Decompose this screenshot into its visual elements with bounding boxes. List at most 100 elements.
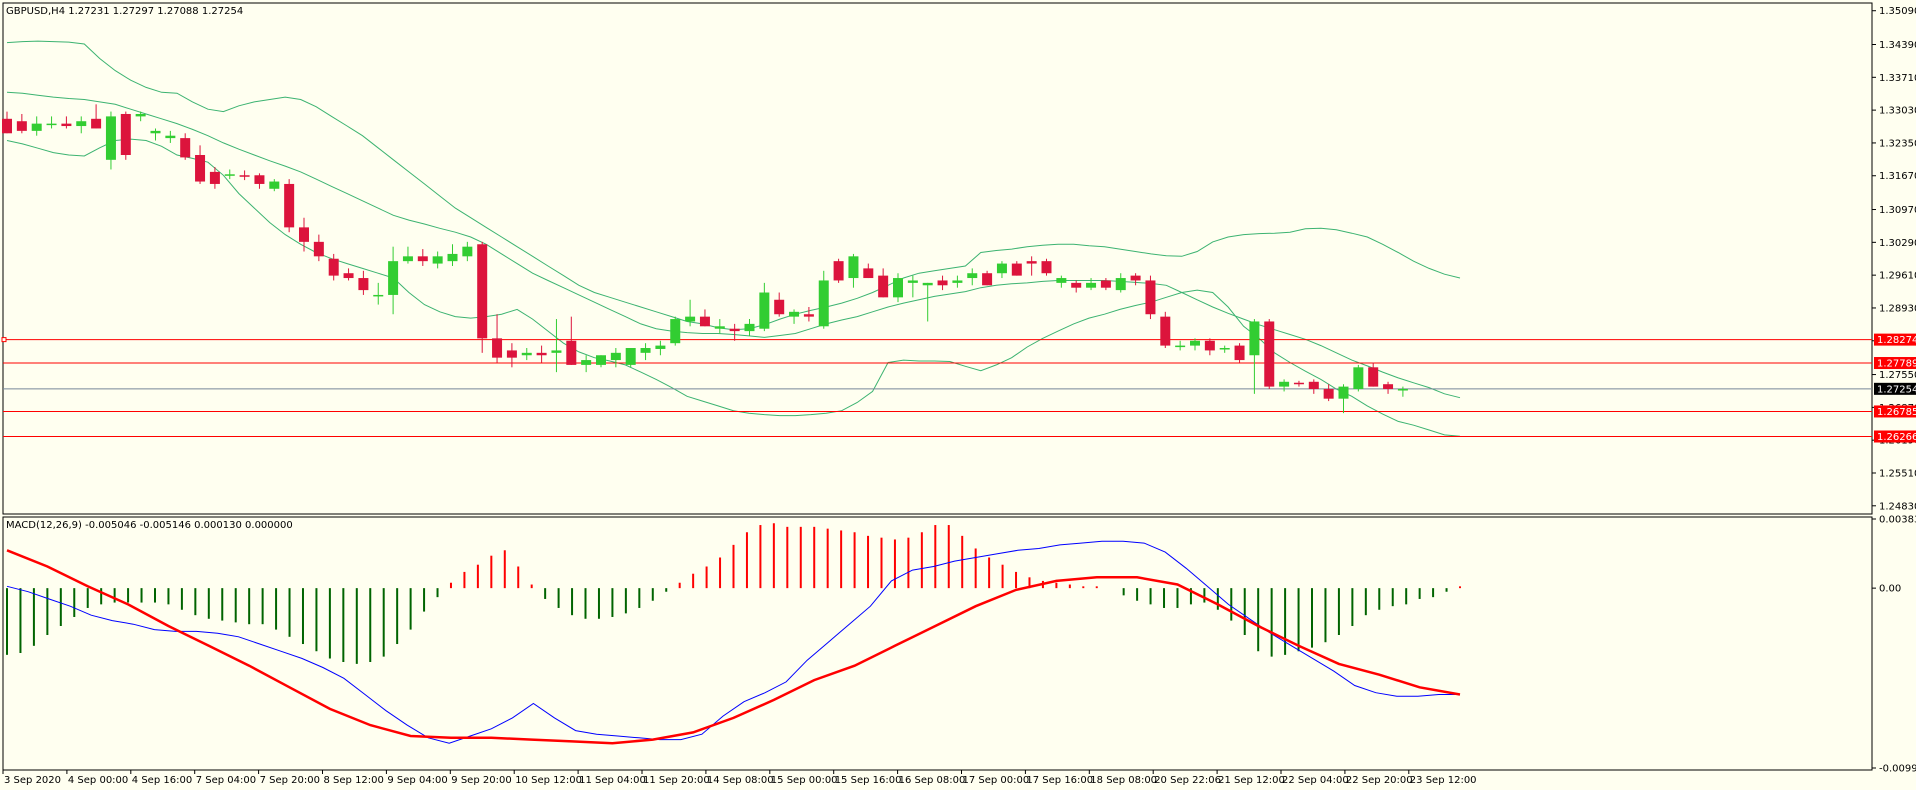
candle — [521, 348, 532, 361]
candle-body — [209, 171, 220, 184]
candle-body — [1011, 263, 1022, 276]
macd-main-line — [6, 540, 1460, 744]
candle-body — [328, 258, 339, 276]
candle — [1071, 280, 1082, 293]
candle-body — [239, 175, 250, 177]
candle-body — [1160, 316, 1171, 346]
price-tick-label: 1.33030 — [1879, 106, 1916, 117]
time-tick-label: 16 Sep 08:00 — [899, 775, 966, 786]
price-tick-label: 1.35090 — [1879, 6, 1916, 17]
candle — [566, 316, 577, 365]
candle — [1383, 381, 1394, 394]
candle — [16, 113, 27, 134]
price-panel[interactable] — [1, 40, 1872, 438]
candle-body — [610, 352, 621, 361]
price-tick-label: 1.30970 — [1879, 205, 1916, 216]
candle — [1264, 319, 1275, 390]
candle — [150, 128, 161, 141]
candle-body — [46, 123, 57, 126]
candle — [551, 319, 562, 373]
candle-body — [358, 278, 369, 291]
candle — [254, 173, 265, 189]
candle — [1011, 261, 1022, 276]
candle — [2, 111, 12, 134]
candle-body — [714, 326, 725, 329]
candle — [373, 282, 384, 305]
candle-body — [254, 175, 265, 184]
horizontal-line-price-label: 1.26785 — [1877, 407, 1916, 418]
candle — [803, 306, 814, 322]
candle — [982, 270, 993, 286]
candle-body — [1100, 280, 1111, 288]
candle — [1100, 278, 1111, 291]
candle-body — [863, 268, 874, 279]
candle — [685, 299, 696, 327]
candle — [447, 244, 458, 266]
candle — [432, 251, 443, 269]
candle-body — [640, 348, 651, 353]
horizontal-line-price-label: 1.26266 — [1877, 432, 1916, 443]
candle-body — [31, 123, 42, 131]
bid-price-tag — [1874, 382, 1916, 395]
candle — [209, 167, 220, 189]
candle — [744, 319, 755, 336]
candle — [759, 282, 770, 332]
candle — [195, 145, 206, 184]
candle — [893, 273, 903, 303]
candle-body — [803, 314, 814, 317]
time-tick-label: 22 Sep 20:00 — [1346, 775, 1413, 786]
candle-body — [1056, 278, 1067, 283]
candle — [477, 241, 488, 353]
macd-tick-label: 0.003835 — [1879, 515, 1916, 526]
candle-body — [402, 256, 413, 262]
candle-body — [729, 328, 740, 332]
candle-body — [1249, 321, 1260, 356]
candle — [610, 348, 621, 368]
candle-body — [135, 113, 146, 117]
candle — [1115, 273, 1126, 293]
time-tick-label: 17 Sep 00:00 — [963, 775, 1030, 786]
candle-body — [996, 263, 1007, 274]
time-tick-label: 17 Sep 16:00 — [1026, 775, 1093, 786]
candle-body — [1308, 381, 1319, 390]
candle — [625, 348, 636, 368]
candle-body — [91, 118, 102, 129]
time-tick-label: 18 Sep 08:00 — [1090, 775, 1157, 786]
candle-body — [388, 261, 399, 295]
price-tick-label: 1.34390 — [1879, 40, 1916, 51]
bollinger-middle-line — [6, 91, 1461, 399]
candle — [1160, 311, 1171, 349]
candle — [1175, 340, 1186, 351]
candle — [878, 268, 889, 298]
macd-panel[interactable] — [6, 523, 1461, 745]
candle — [1086, 278, 1097, 291]
candle-body — [1383, 384, 1394, 390]
candle-body — [1204, 340, 1215, 351]
price-tick-label: 1.27550 — [1879, 370, 1916, 381]
candle-body — [343, 273, 354, 279]
candle-body — [878, 275, 889, 298]
candle — [1026, 256, 1037, 276]
candle — [1219, 345, 1230, 353]
candle — [61, 116, 72, 129]
horizontal-line-price-tag — [1874, 357, 1916, 370]
time-tick-label: 11 Sep 20:00 — [643, 775, 710, 786]
candle — [269, 179, 280, 192]
candle-body — [120, 113, 131, 155]
candle — [165, 130, 176, 143]
candle — [1056, 275, 1067, 288]
candle-body — [937, 280, 948, 286]
time-tick-label: 15 Sep 00:00 — [771, 775, 838, 786]
candle — [1293, 380, 1304, 387]
candle — [328, 253, 339, 281]
candle-body — [224, 174, 235, 176]
candle-body — [774, 299, 785, 315]
candle — [818, 270, 829, 329]
candle-body — [284, 183, 295, 228]
candle — [1338, 384, 1349, 414]
price-panel-frame — [2, 2, 1873, 515]
price-tick-label: 1.25510 — [1879, 468, 1916, 479]
time-tick-label: 9 Sep 04:00 — [387, 775, 447, 786]
candle-body — [373, 294, 384, 297]
